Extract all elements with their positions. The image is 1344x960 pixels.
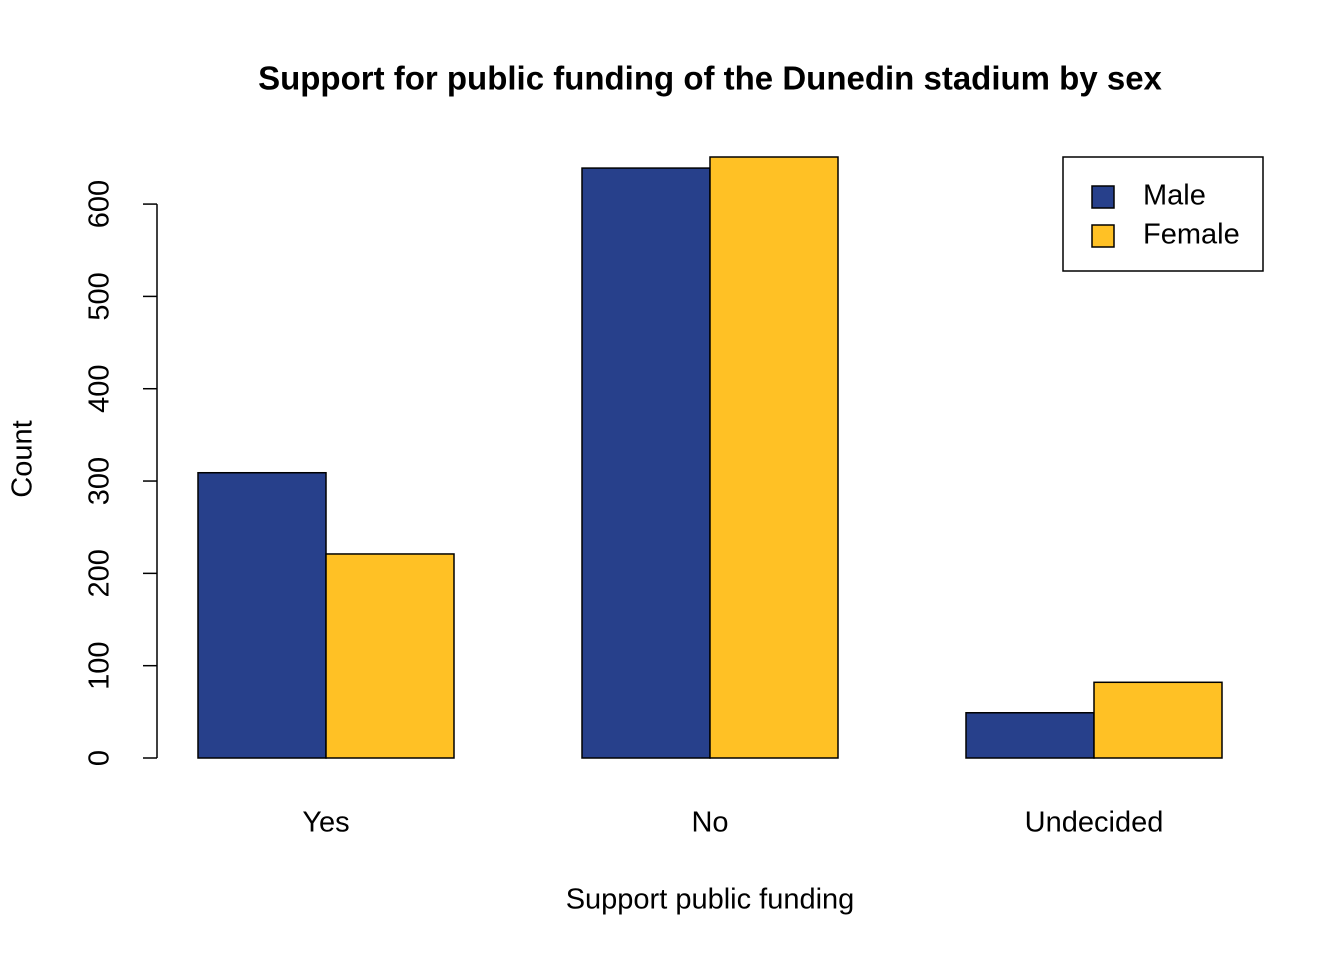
y-axis-label: Count	[7, 420, 39, 497]
bar	[325, 553, 455, 759]
legend-swatch	[1091, 224, 1115, 248]
bar	[1093, 681, 1223, 759]
x-tick-label: Yes	[302, 807, 349, 839]
legend-label: Female	[1143, 219, 1240, 251]
bar	[709, 156, 839, 759]
y-tick-label: 100	[84, 641, 116, 689]
y-tick-label: 300	[84, 457, 116, 505]
legend-label: Male	[1143, 180, 1206, 212]
x-tick-label: No	[691, 807, 728, 839]
bar	[965, 712, 1095, 759]
y-tick-label: 500	[84, 272, 116, 320]
chart-title: Support for public funding of the Dunedi…	[258, 60, 1162, 97]
bar	[197, 471, 327, 759]
y-tick-label: 0	[84, 750, 116, 766]
y-tick-label: 200	[84, 549, 116, 597]
y-tick-label: 400	[84, 365, 116, 413]
x-axis-label: Support public funding	[566, 884, 855, 916]
y-tick-label: 600	[84, 180, 116, 228]
bar	[581, 167, 711, 759]
legend-box	[1062, 156, 1264, 272]
legend-swatch	[1091, 185, 1115, 209]
x-tick-label: Undecided	[1025, 807, 1164, 839]
